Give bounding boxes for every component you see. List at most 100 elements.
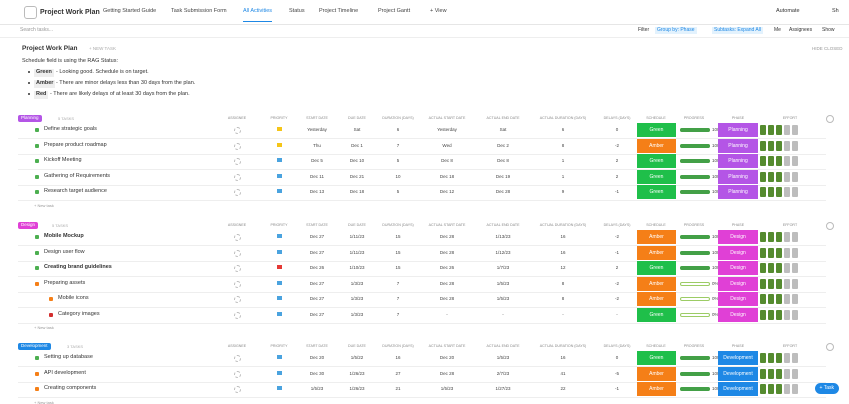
priority-flag[interactable]	[277, 158, 282, 162]
priority-flag[interactable]	[277, 311, 282, 316]
phase[interactable]: Planning	[718, 138, 758, 153]
phase[interactable]: Planning	[718, 169, 758, 184]
schedule[interactable]: Amber	[637, 292, 676, 306]
new-task[interactable]: + New task	[34, 325, 54, 330]
hide-closed[interactable]: HIDE CLOSED	[812, 46, 843, 51]
phase[interactable]: Planning	[718, 154, 758, 168]
task-name[interactable]: Setting up database	[44, 354, 93, 360]
tab[interactable]: Getting Started Guide	[103, 8, 157, 14]
assignee-icon[interactable]	[234, 386, 241, 393]
phase[interactable]: Planning	[718, 123, 758, 137]
task-name[interactable]: Kickoff Meeting	[44, 157, 82, 163]
new-task[interactable]: + New task	[34, 399, 54, 404]
priority-flag[interactable]	[277, 370, 282, 375]
task-name[interactable]: Design user flow	[44, 248, 85, 255]
phase[interactable]: Design	[718, 307, 758, 322]
tab[interactable]: All Activities	[243, 8, 273, 22]
task-name[interactable]: Research target audience	[44, 188, 107, 194]
effort[interactable]	[760, 353, 800, 363]
schedule[interactable]: Green	[637, 154, 676, 168]
phase[interactable]: Development	[718, 366, 758, 381]
filter-button[interactable]: Filter	[638, 27, 650, 33]
priority-flag[interactable]	[277, 249, 282, 254]
effort[interactable]	[760, 263, 800, 273]
schedule[interactable]: Green	[637, 185, 676, 199]
assignee-icon[interactable]	[234, 173, 241, 181]
task-name[interactable]: Mobile Mockup	[44, 233, 84, 239]
priority-flag[interactable]	[277, 386, 282, 390]
schedule[interactable]: Amber	[637, 138, 676, 153]
schedule[interactable]: Amber	[637, 382, 676, 396]
assignee-icon[interactable]	[234, 311, 241, 319]
tab[interactable]: Project Gantt	[378, 8, 411, 14]
assignee-icon[interactable]	[234, 142, 241, 150]
priority-flag[interactable]	[277, 189, 282, 193]
assignee-icon[interactable]	[234, 370, 241, 378]
priority-flag[interactable]	[277, 173, 282, 178]
task-name[interactable]: Creating brand guidelines	[44, 264, 112, 270]
priority-flag[interactable]	[277, 142, 282, 147]
effort[interactable]	[760, 140, 800, 151]
task-name[interactable]: API development	[44, 369, 86, 376]
schedule[interactable]: Green	[637, 169, 676, 184]
assignee-icon[interactable]	[234, 280, 241, 288]
tab[interactable]: Task Submission Form	[171, 8, 227, 14]
subtasks-button[interactable]: Subtasks: Expand All	[712, 27, 763, 34]
assignee-icon[interactable]	[234, 249, 241, 257]
phase[interactable]: Design	[718, 245, 758, 260]
effort[interactable]	[760, 278, 800, 289]
effort[interactable]	[760, 156, 800, 166]
phase[interactable]: Design	[718, 230, 758, 244]
schedule[interactable]: Green	[637, 261, 676, 275]
task-name[interactable]: Mobile icons	[58, 295, 89, 301]
assignee-icon[interactable]	[234, 355, 241, 362]
priority-flag[interactable]	[277, 296, 282, 300]
automate-button[interactable]: Automate	[776, 8, 800, 14]
task-name[interactable]: Gathering of Requirements	[44, 172, 111, 179]
effort[interactable]	[760, 125, 800, 135]
phase[interactable]: Development	[718, 351, 758, 365]
task-name[interactable]: Preparing assets	[44, 279, 86, 286]
priority-flag[interactable]	[277, 127, 282, 131]
me-button[interactable]: Me	[774, 27, 781, 33]
assignees-button[interactable]: Assignees	[789, 27, 813, 33]
schedule[interactable]: Amber	[637, 276, 676, 291]
assignee-icon[interactable]	[234, 234, 241, 241]
schedule[interactable]: Amber	[637, 366, 676, 381]
add-column[interactable]	[826, 115, 834, 123]
new-task-link[interactable]: + NEW TASK	[89, 46, 116, 51]
add-column[interactable]	[826, 222, 834, 230]
assignee-icon[interactable]	[234, 127, 241, 134]
new-task[interactable]: + New task	[34, 202, 54, 208]
priority-flag[interactable]	[277, 234, 282, 238]
task-name[interactable]: Define strategic goals	[44, 126, 97, 132]
tab[interactable]: + View	[430, 8, 447, 14]
effort[interactable]	[760, 247, 800, 258]
schedule[interactable]: Amber	[637, 230, 676, 244]
assignee-icon[interactable]	[234, 189, 241, 196]
effort[interactable]	[760, 232, 800, 242]
phase[interactable]: Planning	[718, 185, 758, 199]
assignee-icon[interactable]	[234, 296, 241, 303]
schedule[interactable]: Green	[637, 307, 676, 322]
phase[interactable]: Design	[718, 276, 758, 291]
effort[interactable]	[760, 384, 800, 394]
phase[interactable]: Design	[718, 261, 758, 275]
add-task-button[interactable]: + Task	[814, 383, 839, 394]
effort[interactable]	[760, 368, 800, 379]
group-by-button[interactable]: Group by: Phase	[655, 27, 697, 34]
effort[interactable]	[760, 171, 800, 182]
tab[interactable]: Status	[289, 8, 305, 14]
search-input[interactable]: Search tasks...	[20, 27, 54, 33]
task-name[interactable]: Category images	[58, 310, 100, 317]
assignee-icon[interactable]	[234, 265, 241, 272]
schedule[interactable]: Amber	[637, 245, 676, 260]
phase[interactable]: Development	[718, 382, 758, 396]
tab[interactable]: Project Timeline	[319, 8, 359, 14]
task-name[interactable]: Creating components	[44, 385, 97, 391]
priority-flag[interactable]	[277, 265, 282, 269]
effort[interactable]	[760, 187, 800, 197]
phase[interactable]: Design	[718, 292, 758, 306]
effort[interactable]	[760, 294, 800, 304]
schedule[interactable]: Green	[637, 351, 676, 365]
